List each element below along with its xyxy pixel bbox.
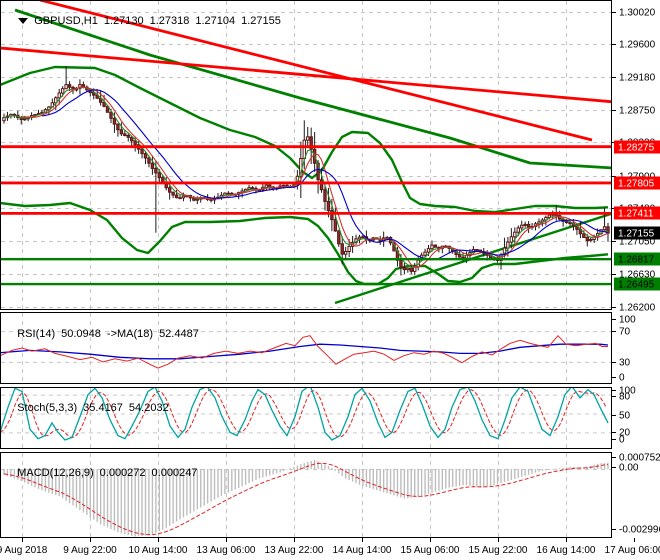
time-axis-label: 15 Aug 06:00 <box>400 545 460 556</box>
price-badge-1.27155: 1.27155 <box>614 226 660 240</box>
price-badge-1.28275: 1.28275 <box>614 140 660 154</box>
macd-signal-line <box>3 462 609 536</box>
price-pane-content <box>1 1 611 305</box>
chart-symbol-icon <box>18 18 29 25</box>
macd-axis-label: -0.002996 <box>619 525 660 536</box>
rsi-pane-content <box>1 334 609 369</box>
price-axis-label: 1.27050 <box>619 237 656 248</box>
price-axis-label: 1.29180 <box>619 73 656 84</box>
price-axis-label: 1.26200 <box>619 303 656 314</box>
ohlc-close: 1.27155 <box>241 15 281 27</box>
stoch-axis-label: 50 <box>619 411 631 422</box>
stoch-axis-label: 0 <box>619 435 625 446</box>
rsi-axis-label: 30 <box>619 358 631 369</box>
rsi-axis-label: 70 <box>619 327 631 338</box>
ma-blue-slow <box>41 89 609 261</box>
time-axis-label: 10 Aug 14:00 <box>128 545 188 556</box>
time-axis-label: 17 Aug 06:00 <box>604 545 660 556</box>
resistance-steep-red <box>39 1 593 142</box>
time-axis-label: 13 Aug 06:00 <box>196 545 256 556</box>
macd-axis-label: 0.000752 <box>619 453 660 464</box>
stoch-k-line <box>1 388 609 441</box>
time-axis-label: 14 Aug 14:00 <box>332 545 392 556</box>
stoch-pane-content <box>1 388 609 441</box>
time-axis-label: 9 Aug 22:00 <box>63 545 117 556</box>
price-badge-1.27411: 1.27411 <box>614 206 660 220</box>
stoch-pane-header: Stoch(5,3,3) 35.4167 54.2032 <box>5 390 175 426</box>
stoch-value: 35.4167 <box>83 402 123 414</box>
price-axis-label: 1.28750 <box>619 106 656 117</box>
time-axis-label: 15 Aug 22:00 <box>468 545 528 556</box>
ohlc-high: 1.27318 <box>149 15 190 27</box>
stoch-label: Stoch(5,3,3) <box>17 402 78 414</box>
time-axis-label: 9 Aug 2018 <box>0 545 48 556</box>
svg-text:1.27411: 1.27411 <box>618 209 654 220</box>
stoch-value2: 54.2032 <box>128 402 169 414</box>
stoch-levels <box>1 394 611 434</box>
time-axis-ticks <box>22 538 635 542</box>
price-badge-1.26817: 1.26817 <box>614 252 660 266</box>
stoch-axis-label: 80 <box>619 392 631 403</box>
ohlc-open: 1.27130 <box>103 15 144 27</box>
stoch-axis-label: 100 <box>619 386 636 397</box>
rsi-ma-label: ->MA(18) <box>106 328 154 340</box>
bollinger-lower-band <box>1 201 609 286</box>
rsi-value: 50.0948 <box>61 328 101 340</box>
svg-text:1.27805: 1.27805 <box>618 179 655 190</box>
price-axis-label: 1.26630 <box>619 270 656 281</box>
rsi-ma-line <box>1 343 609 360</box>
price-axis-label: 1.29600 <box>619 40 656 51</box>
ma-green-fast <box>3 86 609 268</box>
rsi-pane-header: RSI(14) 50.0948 ->MA(18) 52.4487 <box>5 316 205 352</box>
rsi-levels <box>1 331 611 363</box>
rsi-grid <box>22 313 567 383</box>
rsi-label: RSI(14) <box>17 328 56 340</box>
svg-text:1.26817: 1.26817 <box>618 255 655 266</box>
long-ma-green-line <box>14 8 611 170</box>
ascending-support-line <box>334 212 611 305</box>
price-badge-1.27805: 1.27805 <box>614 176 660 190</box>
macd-label: MACD(12,26,9) <box>17 467 94 479</box>
rsi-axis-label: 0 <box>619 373 625 384</box>
stoch-axis-label: 20 <box>619 428 631 439</box>
time-axis-label: 16 Aug 14:00 <box>536 545 596 556</box>
price-grid-h <box>1 12 611 308</box>
rsi-pane-background <box>0 312 612 384</box>
time-axis[interactable]: 9 Aug 2018 9 Aug 22:00 10 Aug 14:00 13 Aug … <box>0 539 660 560</box>
svg-text:1.27155: 1.27155 <box>618 229 655 240</box>
ohlc-low: 1.27104 <box>195 15 236 27</box>
price-axis-label: 1.30020 <box>619 8 656 19</box>
stoch-grid <box>22 388 567 448</box>
price-axis[interactable]: 1.300201.296001.291801.287501.283301.279… <box>612 8 660 536</box>
chart-header: GBPUSD,H1 1.27130 1.27318 1.27104 1.27155 <box>6 3 287 39</box>
macd-pane-header: MACD(12,26,9) 0.000272 0.000247 <box>5 455 203 491</box>
macd-histogram <box>3 459 609 537</box>
resistance-shallow-red <box>1 46 611 104</box>
time-axis-label: 13 Aug 22:00 <box>264 545 324 556</box>
bollinger-upper-band <box>1 65 609 214</box>
svg-text:1.28275: 1.28275 <box>618 143 655 154</box>
macd-value: 0.000272 <box>99 467 146 479</box>
symbol-period-label: GBPUSD,H1 <box>34 15 98 27</box>
rsi-ma-value: 52.4487 <box>159 328 199 340</box>
price-badge-1.26495: 1.26495 <box>614 277 660 291</box>
macd-value2: 0.000247 <box>151 467 198 479</box>
macd-pane-content <box>3 459 609 537</box>
macd-axis-label: 0.00 <box>619 463 639 474</box>
rsi-line <box>1 334 608 369</box>
rsi-axis-label: 100 <box>619 315 636 326</box>
svg-text:1.26495: 1.26495 <box>618 280 655 291</box>
stoch-d-line <box>1 389 607 439</box>
